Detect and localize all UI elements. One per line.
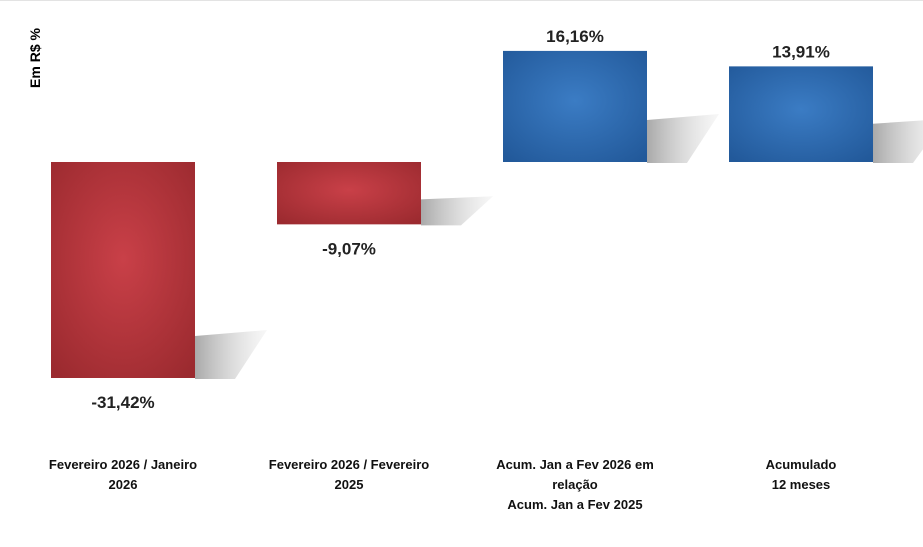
bar	[729, 66, 873, 162]
y-axis-label: Em R$ %	[27, 27, 43, 87]
x-tick-label: Fevereiro 2026 / Janeiro 2026	[49, 457, 197, 492]
data-label: -31,42%	[91, 393, 154, 412]
bar	[277, 162, 421, 225]
x-tick-label: Acumulado 12 meses	[766, 457, 837, 492]
bar-shadow	[195, 330, 267, 379]
bar-shadow	[873, 120, 923, 163]
data-label: -9,07%	[322, 239, 376, 258]
bar	[51, 162, 195, 378]
data-label: 16,16%	[546, 27, 604, 46]
x-tick-label: Fevereiro 2026 / Fevereiro 2025	[269, 457, 429, 492]
x-tick-label: Acum. Jan a Fev 2026 em relação Acum. Jan …	[496, 457, 654, 512]
bar-shadow	[421, 196, 493, 226]
bar-shadow	[647, 114, 719, 163]
bar	[503, 50, 647, 162]
data-label: 13,91%	[772, 42, 830, 61]
